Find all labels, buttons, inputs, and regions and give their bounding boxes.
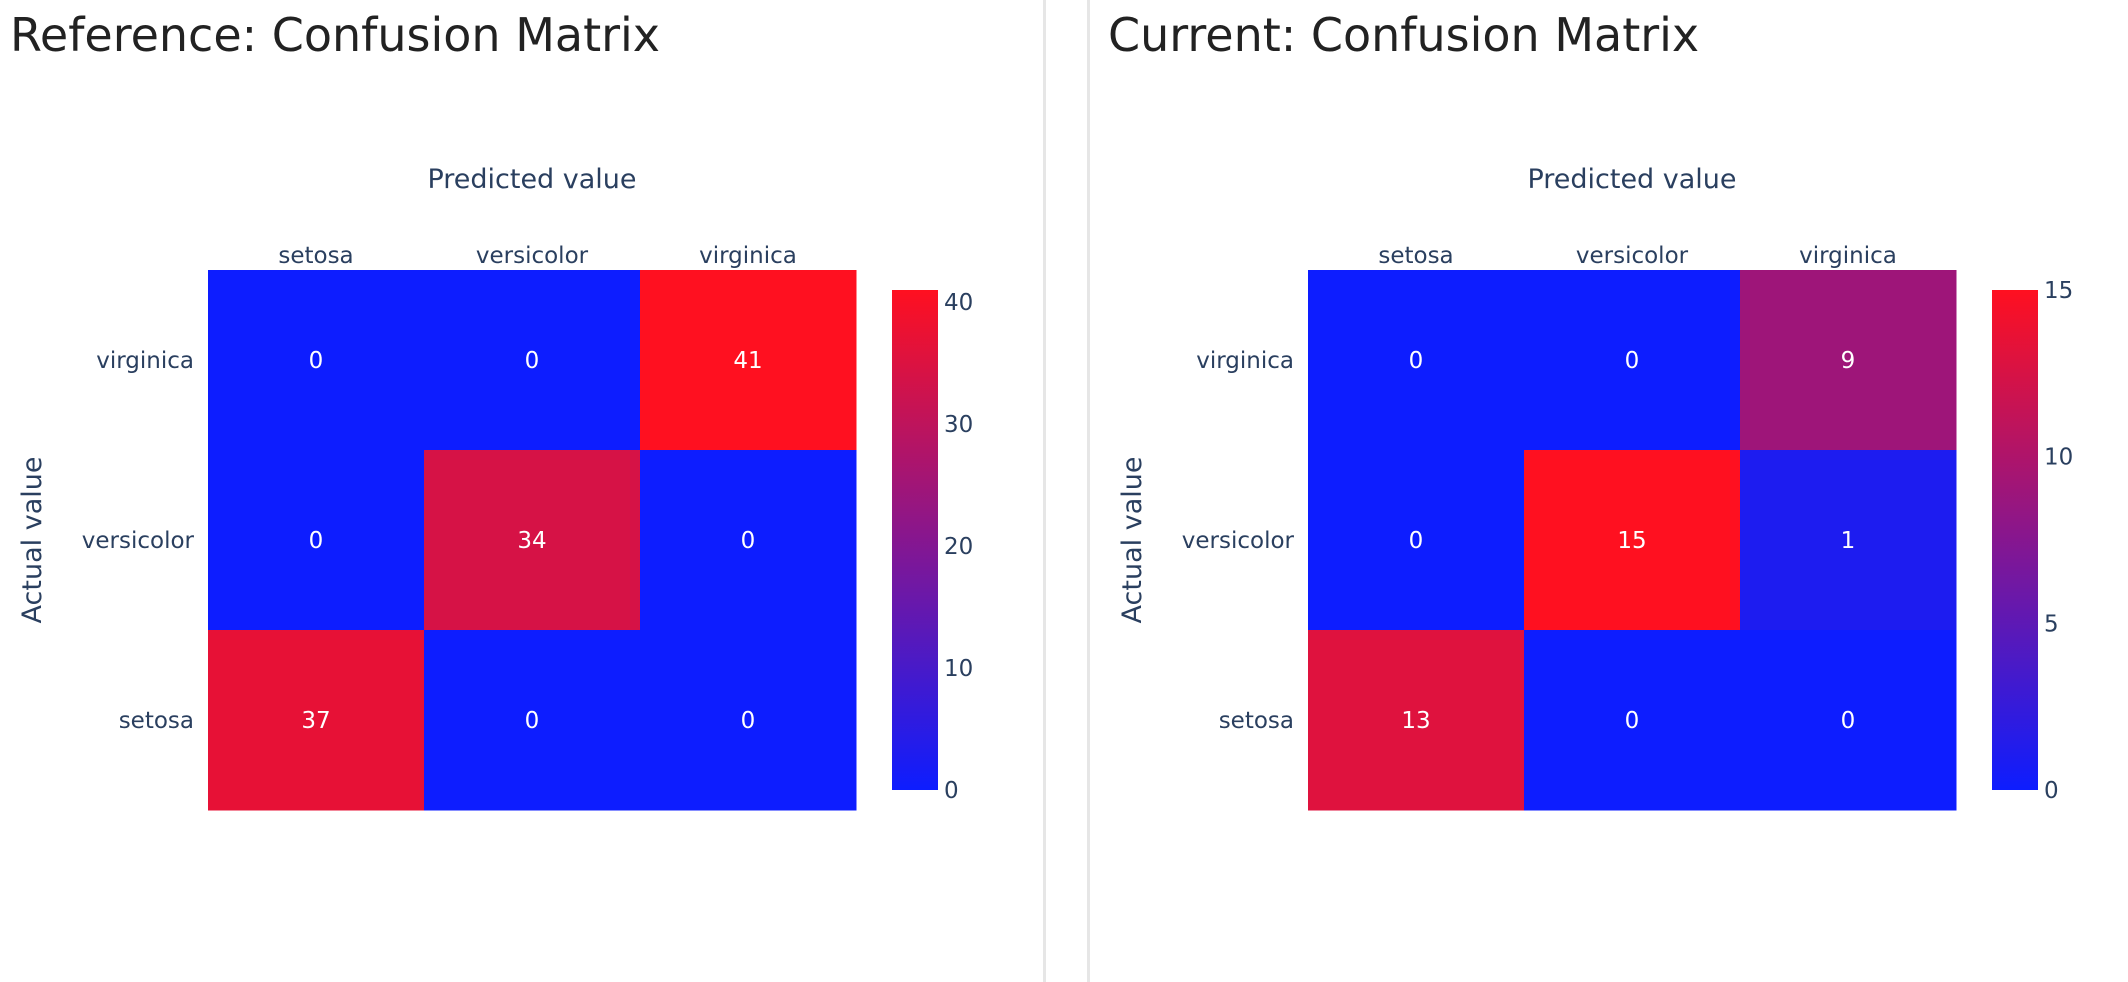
- panel-divider: [1043, 0, 1046, 982]
- reference-panel: Reference: Confusion Matrix 0 0 41 0 34 0 37 0 0…: [0, 0, 1043, 982]
- colorbar-tick-label: 30: [944, 412, 973, 438]
- cell-value-label: 0: [1625, 348, 1640, 374]
- heatmap-cell: [1524, 450, 1741, 631]
- heatmap-cell: [640, 450, 857, 631]
- cell-value-label: 0: [1841, 708, 1856, 734]
- cell-value-label: 1: [1841, 528, 1856, 554]
- cell-value-label: 0: [309, 348, 324, 374]
- cell-value-label: 9: [1841, 348, 1856, 374]
- cell-value-label: 13: [1401, 708, 1430, 734]
- y-axis-title: Actual value: [1117, 457, 1148, 624]
- x-axis-title: Predicted value: [1527, 164, 1736, 195]
- cell-value-label: 37: [301, 708, 330, 734]
- heatmap-cell: [1740, 270, 1957, 451]
- cell-value-label: 0: [525, 348, 540, 374]
- colorbar-tick-label: 40: [944, 290, 973, 316]
- heatmap-cell: [1740, 630, 1957, 811]
- cell-value-label: 41: [733, 348, 762, 374]
- heatmap-cell: [208, 270, 425, 451]
- x-tick-label: versicolor: [1576, 243, 1689, 269]
- heatmap-cell: [424, 270, 641, 451]
- y-tick-label: setosa: [1219, 708, 1294, 734]
- cell-value-label: 34: [517, 528, 546, 554]
- x-tick-label: virginica: [699, 243, 797, 269]
- reference-title: Reference: Confusion Matrix: [10, 8, 661, 62]
- cell-value-label: 0: [1625, 708, 1640, 734]
- heatmap-cell: [1308, 630, 1525, 811]
- cell-value-label: 0: [1409, 348, 1424, 374]
- heatmap-cell: [208, 630, 425, 811]
- heatmap-cell: [1308, 450, 1525, 631]
- heatmap-cell: [208, 450, 425, 631]
- cell-value-label: 0: [525, 708, 540, 734]
- heatmap-cell: [424, 450, 641, 631]
- colorbar-tick-label: 10: [944, 656, 973, 682]
- current-confusion-matrix: 0 0 9 0 15 1 13 0 0 setosa versicolor virginica virg…: [1117, 164, 2073, 811]
- heatmap-cell: [640, 630, 857, 811]
- y-tick-label: versicolor: [1182, 528, 1295, 554]
- y-tick-label: setosa: [119, 708, 194, 734]
- colorbar-tick-label: 15: [2044, 278, 2073, 304]
- cell-value-label: 0: [1409, 528, 1424, 554]
- colorbar-tick-label: 10: [2044, 445, 2073, 471]
- x-tick-label: setosa: [278, 243, 353, 269]
- x-tick-label: virginica: [1799, 243, 1897, 269]
- y-tick-label: versicolor: [82, 528, 195, 554]
- cell-value-label: 0: [741, 708, 756, 734]
- colorbar: [1992, 290, 2038, 790]
- x-tick-label: versicolor: [476, 243, 589, 269]
- y-tick-label: virginica: [1196, 348, 1294, 374]
- colorbar-tick-label: 5: [2044, 611, 2059, 637]
- current-title: Current: Confusion Matrix: [1108, 8, 1700, 62]
- heatmap-cell: [640, 270, 857, 451]
- heatmap-cell: [424, 630, 641, 811]
- y-axis-title: Actual value: [17, 457, 48, 624]
- current-panel: Current: Confusion Matrix 0 0 9 0 15 1 13 0 0 set…: [1100, 0, 2128, 982]
- y-tick-label: virginica: [96, 348, 194, 374]
- heatmap-cell: [1740, 450, 1957, 631]
- cell-value-label: 0: [741, 528, 756, 554]
- colorbar: [892, 290, 938, 790]
- colorbar-tick-label: 0: [2044, 778, 2059, 804]
- x-tick-label: setosa: [1378, 243, 1453, 269]
- colorbar-tick-label: 0: [944, 778, 959, 804]
- reference-confusion-matrix: 0 0 41 0 34 0 37 0 0 setosa versicolor virginica vir…: [17, 164, 973, 811]
- heatmap-cell: [1524, 270, 1741, 451]
- panel-divider: [1087, 0, 1090, 982]
- colorbar-tick-label: 20: [944, 534, 973, 560]
- x-axis-title: Predicted value: [427, 164, 636, 195]
- cell-value-label: 15: [1617, 528, 1646, 554]
- heatmap-cell: [1524, 630, 1741, 811]
- heatmap-cell: [1308, 270, 1525, 451]
- cell-value-label: 0: [309, 528, 324, 554]
